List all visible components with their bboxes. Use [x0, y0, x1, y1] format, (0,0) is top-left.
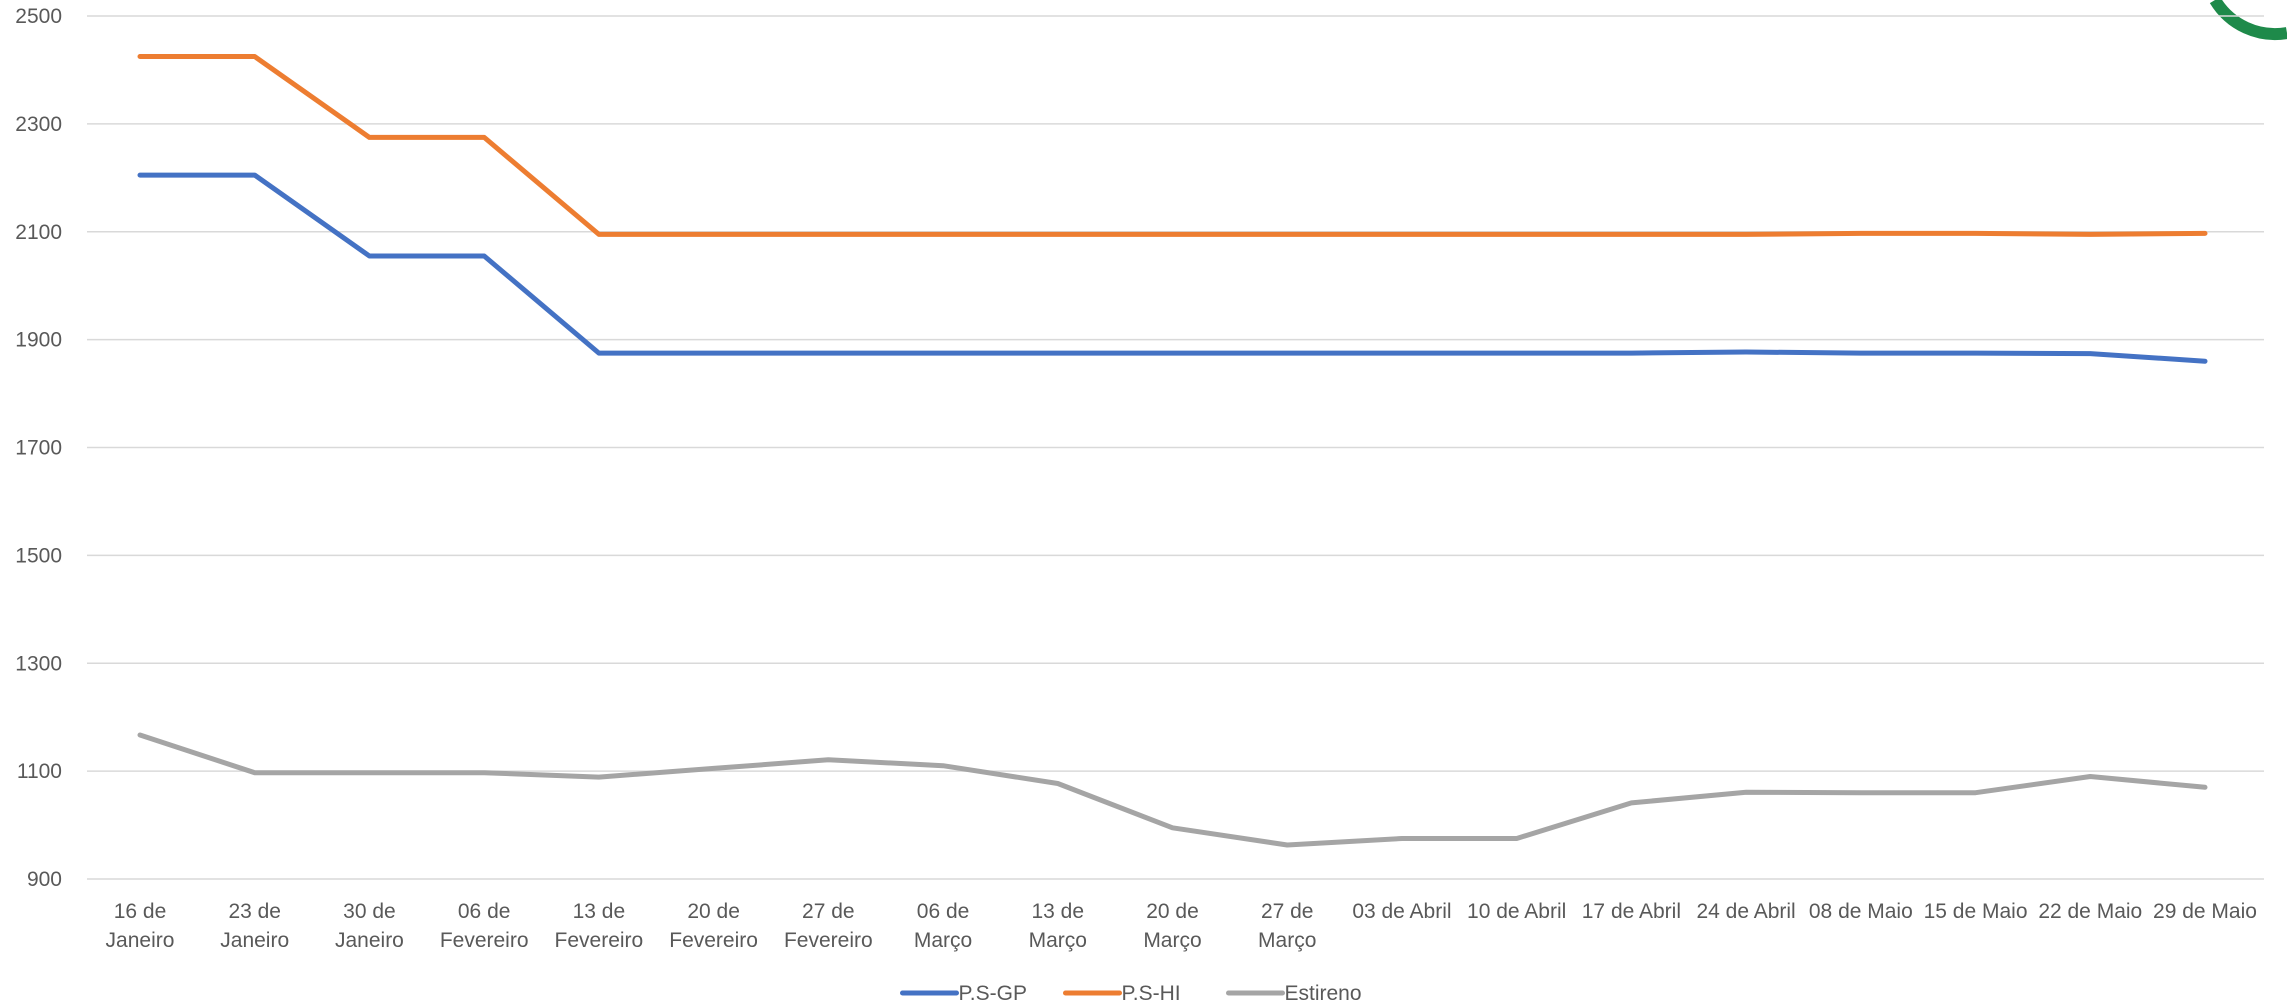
- x-tick-label: 13 de Fevereiro: [555, 900, 644, 952]
- y-tick-label: 2300: [15, 113, 62, 136]
- x-tick-label: 27 de Fevereiro: [784, 900, 873, 952]
- x-axis-ticks: 16 de Janeiro 23 de Janeiro 30 de Janeiro 06 d…: [106, 900, 2257, 952]
- y-tick-label: 1900: [15, 329, 62, 352]
- y-tick-label: 1300: [15, 652, 62, 675]
- y-tick-label: 1700: [15, 437, 62, 460]
- x-tick-label: 17 de Abril: [1582, 900, 1681, 923]
- logo-arc: [2209, 0, 2287, 41]
- y-axis-ticks: 900 1100 1300 1500 1700 1900 2100 2300 2500: [15, 5, 62, 891]
- series-line-p-s-gp: [137, 172, 2208, 364]
- x-tick-label: 20 de Março: [1143, 900, 1201, 952]
- y-tick-label: 2100: [15, 221, 62, 244]
- x-tick-label: 06 de Março: [914, 900, 972, 952]
- legend-label-estireno: Estireno: [1285, 982, 1362, 1005]
- y-tick-label: 1100: [17, 760, 62, 783]
- x-tick-label: 06 de Fevereiro: [440, 900, 529, 952]
- x-tick-label: 08 de Maio: [1809, 900, 1913, 923]
- y-tick-label: 900: [27, 868, 62, 891]
- y-tick-label: 1500: [15, 544, 62, 567]
- x-tick-label: 27 de Março: [1258, 900, 1316, 952]
- x-tick-label: 16 de Janeiro: [106, 900, 175, 952]
- x-tick-label: 13 de Março: [1029, 900, 1087, 952]
- series-line-p-s-hi: [137, 54, 2208, 237]
- series-line-estireno: [137, 732, 2208, 848]
- x-tick-label: 15 de Maio: [1924, 900, 2028, 923]
- x-tick-label: 30 de Janeiro: [335, 900, 404, 952]
- x-tick-label: 24 de Abril: [1696, 900, 1795, 923]
- x-tick-label: 20 de Fevereiro: [669, 900, 758, 952]
- x-tick-label: 23 de Janeiro: [220, 900, 289, 952]
- legend-label-p-s-gp: P.S-GP: [959, 982, 1027, 1005]
- logo-arc-stroke: [2209, 0, 2287, 41]
- x-tick-label: 03 de Abril: [1352, 900, 1451, 923]
- series-lines: [137, 54, 2208, 848]
- gridlines: [87, 15, 2264, 880]
- legend: P.S-GP P.S-HI Estireno: [900, 982, 1362, 1005]
- x-tick-label: 10 de Abril: [1467, 900, 1566, 923]
- x-tick-label: 29 de Maio: [2153, 900, 2257, 923]
- legend-label-p-s-hi: P.S-HI: [1122, 982, 1181, 1005]
- x-tick-label: 22 de Maio: [2038, 900, 2142, 923]
- y-tick-label: 2500: [15, 5, 62, 28]
